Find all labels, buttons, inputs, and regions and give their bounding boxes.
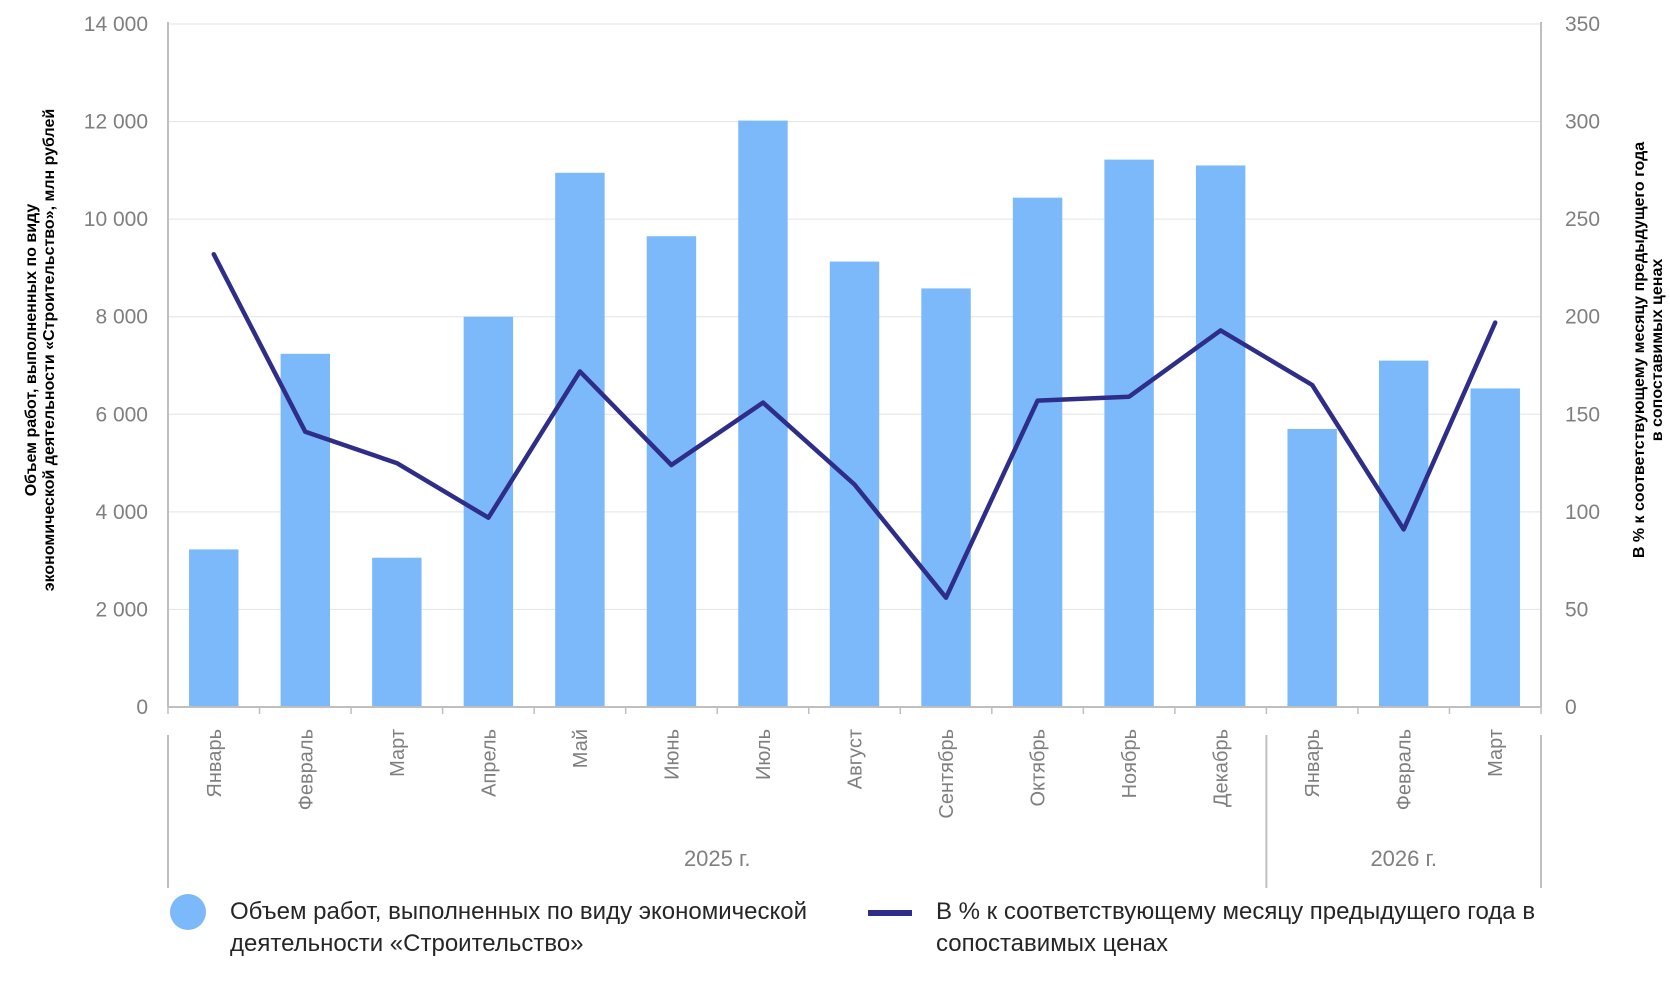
x-category-label: Август — [845, 729, 867, 789]
y-right-axis-title-line1: В % к соответствующему месяцу предыдущег… — [1631, 142, 1648, 558]
bar — [1287, 428, 1337, 707]
bar — [189, 549, 239, 707]
y-right-tick-label: 250 — [1565, 208, 1600, 231]
y-left-tick-label: 8 000 — [95, 306, 148, 329]
legend-line: В % к соответствующему месяцу предыдущег… — [868, 896, 1536, 960]
legend-line-swatch — [868, 910, 912, 916]
bar — [372, 557, 422, 707]
bar — [1470, 388, 1520, 707]
bar — [646, 236, 697, 708]
x-category-label: Сентябрь — [936, 729, 958, 819]
y-right-tick-label: 0 — [1565, 696, 1577, 719]
x-category-label: Март — [1485, 729, 1507, 777]
y-right-tick-label: 200 — [1565, 306, 1600, 329]
y-left-tick-label: 14 000 — [84, 13, 148, 36]
bar — [280, 353, 331, 707]
y-left-tick-label: 2 000 — [95, 598, 148, 621]
x-category-label: Июнь — [661, 729, 683, 780]
bar — [463, 316, 514, 707]
percent-line — [211, 252, 1498, 600]
x-category-label: Октябрь — [1028, 729, 1050, 807]
bar — [1378, 360, 1429, 707]
y-left-tick-label: 12 000 — [84, 111, 148, 134]
y-left-tick-label: 10 000 — [84, 208, 148, 231]
x-category-label: Январь — [1302, 729, 1324, 798]
x-category-label: Май — [570, 729, 592, 768]
y-left-axis-title-line1: Объем работ, выполненных по виду — [23, 204, 40, 497]
y-left-tick-label: 4 000 — [95, 501, 148, 524]
bar — [1195, 165, 1246, 707]
left-axis-ticks: 0 2 000 4 000 6 000 8 000 10 000 12 000 14 000 — [84, 13, 148, 719]
x-axis-categories: Январь Февраль Март Апрель Май Июнь Июль Август… — [204, 729, 1507, 819]
bar-series — [189, 120, 1520, 708]
x-group-label: 2026 г. — [1370, 846, 1437, 871]
x-category-label: Февраль — [1394, 729, 1416, 810]
y-right-tick-label: 300 — [1565, 111, 1600, 134]
x-category-label: Январь — [204, 729, 226, 798]
y-right-tick-label: 100 — [1565, 501, 1600, 524]
y-left-tick-label: 0 — [136, 696, 148, 719]
x-category-label: Декабрь — [1211, 729, 1233, 807]
right-axis-ticks: 0 50 100 150 200 250 300 350 — [1565, 13, 1600, 719]
axes — [167, 22, 1542, 714]
y-left-axis-title-line2: экономической деятельности «Строительств… — [41, 109, 58, 591]
line-series — [211, 252, 1498, 600]
x-category-label: Февраль — [295, 729, 317, 810]
bar — [1104, 159, 1154, 708]
x-category-label: Ноябрь — [1119, 729, 1141, 798]
legend-bars: Объем работ, выполненных по виду экономи… — [170, 894, 830, 960]
y-right-axis-title-line2: в сопоставимых ценах — [1649, 259, 1666, 442]
y-right-tick-label: 350 — [1565, 13, 1600, 36]
x-group-label: 2025 г. — [684, 846, 751, 871]
legend-bars-swatch — [170, 894, 206, 930]
bar — [921, 288, 971, 707]
x-category-label: Июль — [753, 729, 775, 780]
x-category-label: Апрель — [478, 729, 500, 797]
bar — [555, 172, 605, 707]
bar — [1012, 197, 1063, 708]
y-right-tick-label: 50 — [1565, 598, 1588, 621]
x-category-label: Март — [387, 729, 409, 777]
y-right-tick-label: 150 — [1565, 403, 1600, 426]
legend-line-label: В % к соответствующему месяцу предыдущег… — [936, 898, 1536, 957]
legend-bars-label: Объем работ, выполненных по виду экономи… — [230, 898, 807, 957]
x-axis-year-groups: 2025 г. 2026 г. — [167, 735, 1542, 888]
y-left-tick-label: 6 000 — [95, 403, 148, 426]
